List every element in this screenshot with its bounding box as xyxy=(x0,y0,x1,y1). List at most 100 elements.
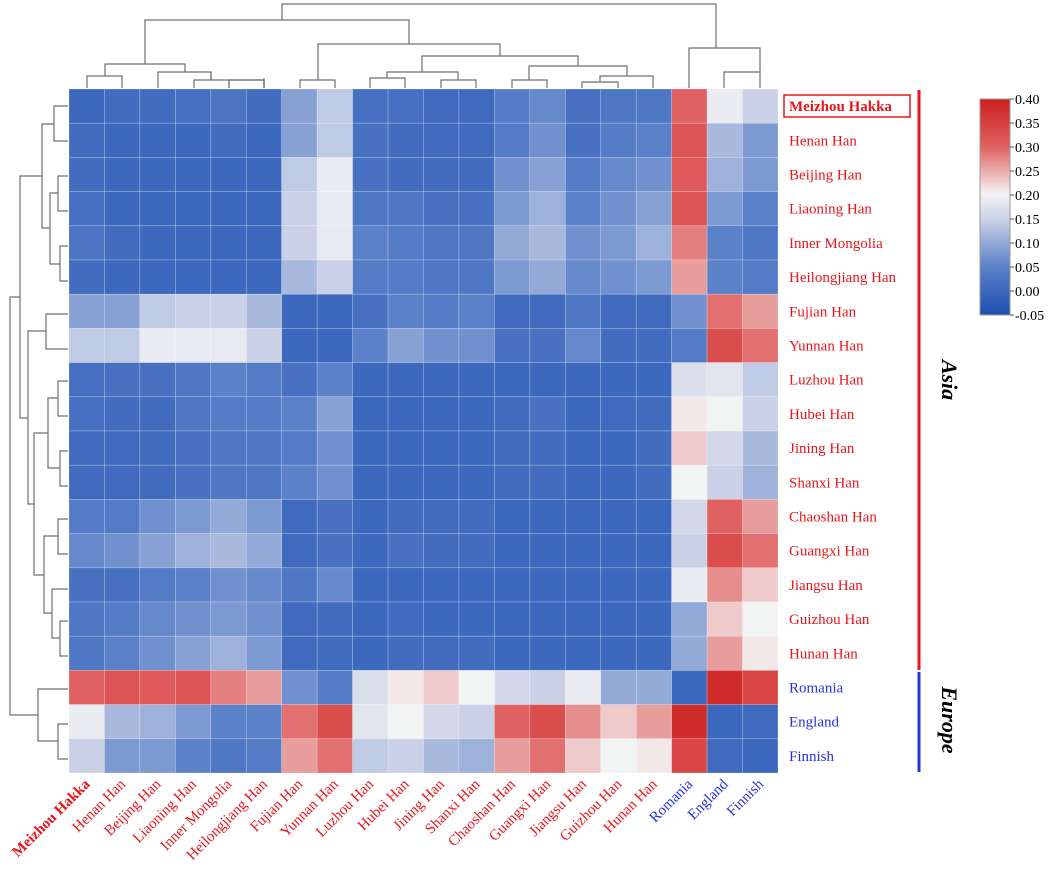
heatmap-cell xyxy=(281,225,318,261)
heatmap-cell xyxy=(494,396,531,432)
heatmap-cell xyxy=(387,396,424,432)
heatmap-cell xyxy=(494,362,531,398)
heatmap-cell xyxy=(104,464,141,500)
heatmap-cell xyxy=(104,430,141,466)
heatmap-cell xyxy=(635,670,672,705)
heatmap-cell xyxy=(316,225,353,261)
heatmap-cell xyxy=(316,464,353,500)
heatmap-cell xyxy=(671,328,708,363)
heatmap-cell xyxy=(68,259,105,295)
heatmap-cell xyxy=(423,567,460,603)
heatmap-cell xyxy=(671,157,708,192)
heatmap-cell xyxy=(245,362,283,398)
heatmap-cell xyxy=(387,362,424,398)
europe-group-label: Europe xyxy=(937,685,962,753)
heatmap-cell xyxy=(706,670,743,705)
heatmap-cell xyxy=(68,430,105,466)
heatmap-cell xyxy=(210,533,247,569)
heatmap-cell xyxy=(742,259,779,295)
heatmap-cell xyxy=(175,191,212,227)
heatmap-cell xyxy=(210,157,247,192)
heatmap-cell xyxy=(104,122,141,158)
heatmap-cell xyxy=(245,259,283,295)
heatmap-cell xyxy=(68,122,105,158)
heatmap-cell xyxy=(671,738,708,774)
heatmap-cell xyxy=(352,738,389,774)
heatmap-cell xyxy=(671,670,708,705)
heatmap-cell xyxy=(245,635,283,671)
heatmap-cell xyxy=(210,191,247,227)
heatmap-cell xyxy=(68,635,105,671)
heatmap-cell xyxy=(68,362,105,398)
heatmap-cell xyxy=(564,601,602,637)
heatmap-cell xyxy=(245,533,283,569)
row-label: Finnish xyxy=(789,749,835,765)
row-label: Luzhou Han xyxy=(789,373,864,389)
colorbar-tick-label: -0.05 xyxy=(1015,309,1044,324)
heatmap-cell xyxy=(175,499,212,534)
heatmap-cell xyxy=(139,157,176,192)
heatmap-cell xyxy=(281,499,318,534)
row-label: Chaoshan Han xyxy=(789,510,877,526)
heatmap-cell xyxy=(387,464,424,500)
heatmap-cell xyxy=(458,430,495,466)
heatmap-cell xyxy=(600,533,637,569)
heatmap-cell xyxy=(458,670,495,705)
heatmap-cell xyxy=(742,567,779,603)
heatmap-cell xyxy=(175,362,212,398)
heatmap-cell xyxy=(387,122,424,158)
heatmap-cell xyxy=(706,430,743,466)
heatmap-cell xyxy=(458,738,495,774)
heatmap-cell xyxy=(245,499,283,534)
column-label: England xyxy=(685,776,732,823)
heatmap-cell xyxy=(564,362,602,398)
heatmap-cell xyxy=(104,704,141,740)
heatmap-cell xyxy=(564,430,602,466)
heatmap-cell xyxy=(635,191,672,227)
heatmap-cell xyxy=(458,259,495,295)
heatmap-cell xyxy=(494,328,531,363)
heatmap-cell xyxy=(387,499,424,534)
heatmap-cell xyxy=(210,362,247,398)
heatmap-cell xyxy=(458,157,495,192)
heatmap-cell xyxy=(458,396,495,432)
heatmap-cell xyxy=(671,430,708,466)
heatmap-cell xyxy=(529,670,566,705)
heatmap-cell xyxy=(423,635,460,671)
heatmap-cell xyxy=(529,88,566,124)
heatmap-cell xyxy=(245,396,283,432)
heatmap-cell xyxy=(458,362,495,398)
heatmap-cell xyxy=(600,88,637,124)
heatmap-cell xyxy=(281,601,318,637)
row-label: Yunnan Han xyxy=(789,339,864,355)
heatmap-cell xyxy=(68,157,105,192)
heatmap-cell xyxy=(564,225,602,261)
heatmap-cell xyxy=(210,704,247,740)
heatmap-cell xyxy=(423,88,460,124)
asia-group-label: Asia xyxy=(937,358,962,400)
heatmap-cell xyxy=(494,88,531,124)
heatmap-cell xyxy=(352,635,389,671)
heatmap-cell xyxy=(529,738,566,774)
heatmap-cell xyxy=(316,88,353,124)
heatmap-cell xyxy=(671,191,708,227)
heatmap-cell xyxy=(352,362,389,398)
heatmap-cell xyxy=(281,293,318,329)
heatmap-cell xyxy=(281,157,318,192)
heatmap-cell xyxy=(458,499,495,534)
heatmap-cell xyxy=(68,670,105,705)
heatmap-cell xyxy=(635,293,672,329)
row-label: Shanxi Han xyxy=(789,475,860,491)
heatmap-cell xyxy=(635,499,672,534)
row-label: Guizhou Han xyxy=(789,612,870,628)
heatmap-cell xyxy=(706,635,743,671)
heatmap-cell xyxy=(458,704,495,740)
colorbar-tick-label: 0.00 xyxy=(1015,285,1040,300)
heatmap-cell xyxy=(671,362,708,398)
heatmap-cell xyxy=(104,362,141,398)
heatmap-cell xyxy=(671,704,708,740)
heatmap-cell xyxy=(529,704,566,740)
heatmap-cell xyxy=(210,670,247,705)
heatmap-cell xyxy=(600,225,637,261)
